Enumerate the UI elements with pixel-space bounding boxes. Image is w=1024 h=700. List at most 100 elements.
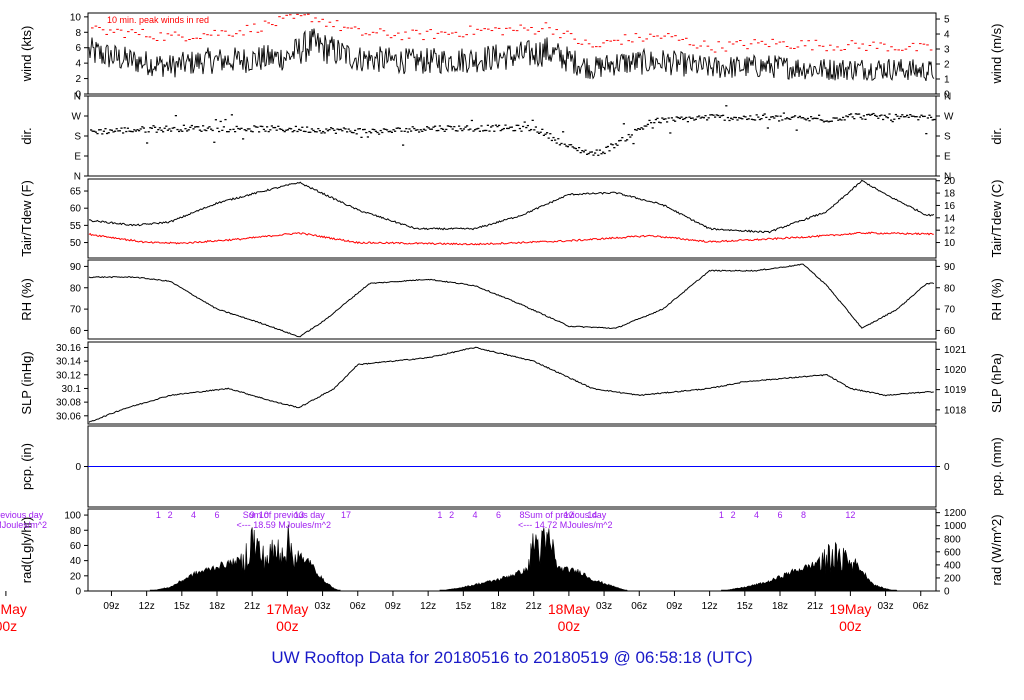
y-tick-label-right: E [944, 152, 951, 163]
series-radiation-day-1 [149, 524, 341, 592]
x-tick-label: 15z [737, 601, 753, 612]
radiation-hour-mark: 2 [731, 510, 736, 520]
y-tick-label-left: S [74, 132, 81, 143]
y-tick-label-right: 800 [944, 534, 961, 545]
day-label-date: 17May [266, 601, 308, 617]
y-tick-label-left: 70 [70, 305, 82, 316]
y-tick-label-left: 6 [75, 43, 81, 54]
radiation-hour-mark: 10 [259, 510, 269, 520]
y-tick-label-right: 18 [944, 189, 956, 200]
y-tick-label-right: 1200 [944, 508, 967, 519]
y-tick-label-right: 0 [944, 587, 950, 598]
series-wind-mean [88, 28, 935, 82]
y-tick-label-left: 55 [70, 221, 82, 232]
y-tick-label-left: 2 [75, 74, 81, 85]
y-tick-label-left: 4 [75, 59, 81, 70]
y-tick-label-left: 10 [70, 12, 82, 23]
y-tick-label-left: 30.14 [56, 357, 81, 368]
radiation-sum-value: <--- 2.18 MJoules/m^2 [0, 520, 47, 530]
y-axis-label-right: rad (W/m^2) [989, 514, 1004, 585]
radiation-hour-mark: 12 [845, 510, 855, 520]
x-tick-label: 12z [139, 601, 155, 612]
y-tick-label-left: W [72, 112, 82, 123]
x-tick-label: 12z [702, 601, 718, 612]
radiation-hour-mark: 4 [754, 510, 759, 520]
y-tick-label-right: N [944, 172, 951, 183]
y-tick-label-left: 60 [70, 326, 82, 337]
y-tick-label-right: 1019 [944, 385, 967, 396]
y-tick-label-left: 30.08 [56, 398, 81, 409]
y-tick-label-left: N [74, 172, 81, 183]
y-tick-label-right: 2 [944, 60, 950, 71]
radiation-sum-value: <--- 18.59 MJoules/m^2 [236, 520, 331, 530]
day-label-date: 18May [548, 601, 590, 617]
y-axis-label-right: wind (m/s) [989, 24, 1004, 85]
y-tick-label-left: 90 [70, 262, 82, 273]
radiation-hour-mark: 17 [341, 510, 351, 520]
y-tick-label-right: 80 [944, 283, 956, 294]
series-wind-direction [90, 105, 936, 156]
y-tick-label-right: 12 [944, 226, 956, 237]
radiation-hour-mark: 2 [449, 510, 454, 520]
x-tick-label: 15z [455, 601, 471, 612]
y-tick-label-right: 200 [944, 573, 961, 584]
x-tick-label: 06z [350, 601, 366, 612]
y-axis-label-left: wind (kts) [19, 26, 34, 83]
y-axis-label-right: Tair/Tdew (C) [989, 179, 1004, 257]
y-tick-label-left: 0 [75, 587, 81, 598]
radiation-hour-mark: 9 [250, 510, 255, 520]
x-tick-label: 12z [420, 601, 436, 612]
series-tair [88, 179, 935, 234]
y-axis-label-left: pcp. (in) [19, 443, 34, 490]
series-radiation-day-3 [721, 541, 898, 592]
y-tick-label-right: 14 [944, 213, 956, 224]
x-tick-label: 06z [631, 601, 647, 612]
panel-frame-2 [87, 178, 937, 259]
x-tick-label: 03z [596, 601, 612, 612]
y-tick-label-left: 80 [70, 283, 82, 294]
y-tick-label-right: 60 [944, 326, 956, 337]
y-tick-label-right: 3 [944, 45, 950, 56]
y-tick-label-right: 20 [944, 176, 956, 187]
x-tick-label: 06z [913, 601, 929, 612]
y-axis-label-right: RH (%) [989, 278, 1004, 321]
x-tick-label: 18z [209, 601, 225, 612]
y-tick-label-left: 100 [64, 511, 81, 522]
radiation-hour-mark: 14 [587, 510, 597, 520]
y-tick-label-right: 1 [944, 75, 950, 86]
radiation-hour-mark: 8 [801, 510, 806, 520]
y-tick-label-right: 1018 [944, 405, 967, 416]
radiation-hour-mark: 6 [215, 510, 220, 520]
y-axis-label-right: SLP (hPa) [989, 353, 1004, 413]
y-tick-label-left: 0 [75, 462, 81, 473]
x-tick-label: 21z [526, 601, 542, 612]
x-tick-label: 21z [807, 601, 823, 612]
panel-frame-4 [87, 341, 937, 425]
y-tick-label-right: 0 [944, 462, 950, 473]
panel-frame-3 [87, 259, 937, 340]
y-tick-label-left: 8 [75, 28, 81, 39]
y-axis-label-left: RH (%) [19, 278, 34, 321]
y-tick-label-left: E [74, 152, 81, 163]
radiation-hour-mark: 1 [156, 510, 161, 520]
radiation-sum-value: <--- 14.72 MJoules/m^2 [518, 520, 613, 530]
series-wind-peak [91, 13, 933, 53]
x-tick-label: 09z [385, 601, 401, 612]
day-label-date: 19May [829, 601, 871, 617]
y-tick-label-left: 0 [75, 90, 81, 101]
y-tick-label-left: 60 [70, 541, 82, 552]
radiation-hour-mark: 12 [564, 510, 574, 520]
y-tick-label-left: 30.06 [56, 411, 81, 422]
x-tick-label: 09z [103, 601, 119, 612]
y-tick-label-left: 65 [70, 187, 82, 198]
wind-annotation: 10 min. peak winds in red [107, 15, 209, 25]
y-tick-label-left: 80 [70, 526, 82, 537]
y-tick-label-left: N [74, 92, 81, 103]
y-axis-label-left: dir. [19, 127, 34, 144]
y-tick-label-left: 60 [70, 204, 82, 215]
y-tick-label-right: 4 [944, 30, 950, 41]
x-tick-label: 18z [490, 601, 506, 612]
y-tick-label-right: 10 [944, 238, 956, 249]
y-tick-label-right: 16 [944, 201, 956, 212]
